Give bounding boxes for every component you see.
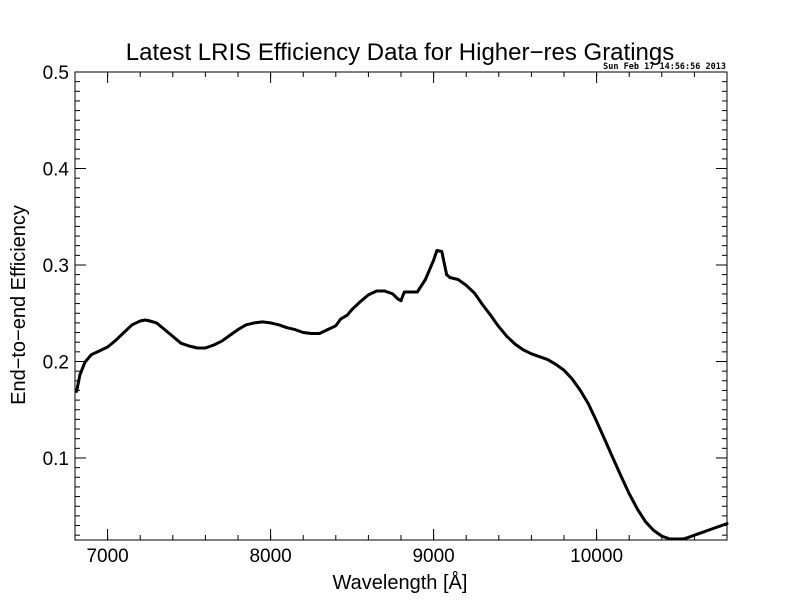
x-tick-label: 8000 (249, 546, 291, 567)
y-tick-label: 0.4 (43, 159, 70, 180)
axis-ticks (74, 71, 728, 540)
chart-title: Latest LRIS Efficiency Data for Higher−r… (126, 39, 674, 66)
x-tick-label: 10000 (570, 546, 623, 567)
x-tick-label: 7000 (86, 546, 128, 567)
x-tick-label: 9000 (412, 546, 454, 567)
y-axis-label: End−to−end Efficiency (8, 205, 30, 405)
tick-labels: 7000 8000 9000 10000 0.1 0.2 0.3 0.4 0.5 (43, 63, 623, 567)
timestamp-label: Sun Feb 17 14:56:56 2013 (603, 62, 726, 72)
y-tick-label: 0.5 (43, 63, 69, 84)
efficiency-series-line (75, 249, 729, 541)
y-tick-label: 0.3 (43, 256, 69, 277)
data-series (75, 249, 729, 541)
plot-frame (74, 71, 728, 541)
x-axis-label: Wavelength [Å] (333, 571, 468, 594)
y-tick-label: 0.1 (43, 449, 69, 470)
y-tick-label: 0.2 (43, 352, 69, 373)
